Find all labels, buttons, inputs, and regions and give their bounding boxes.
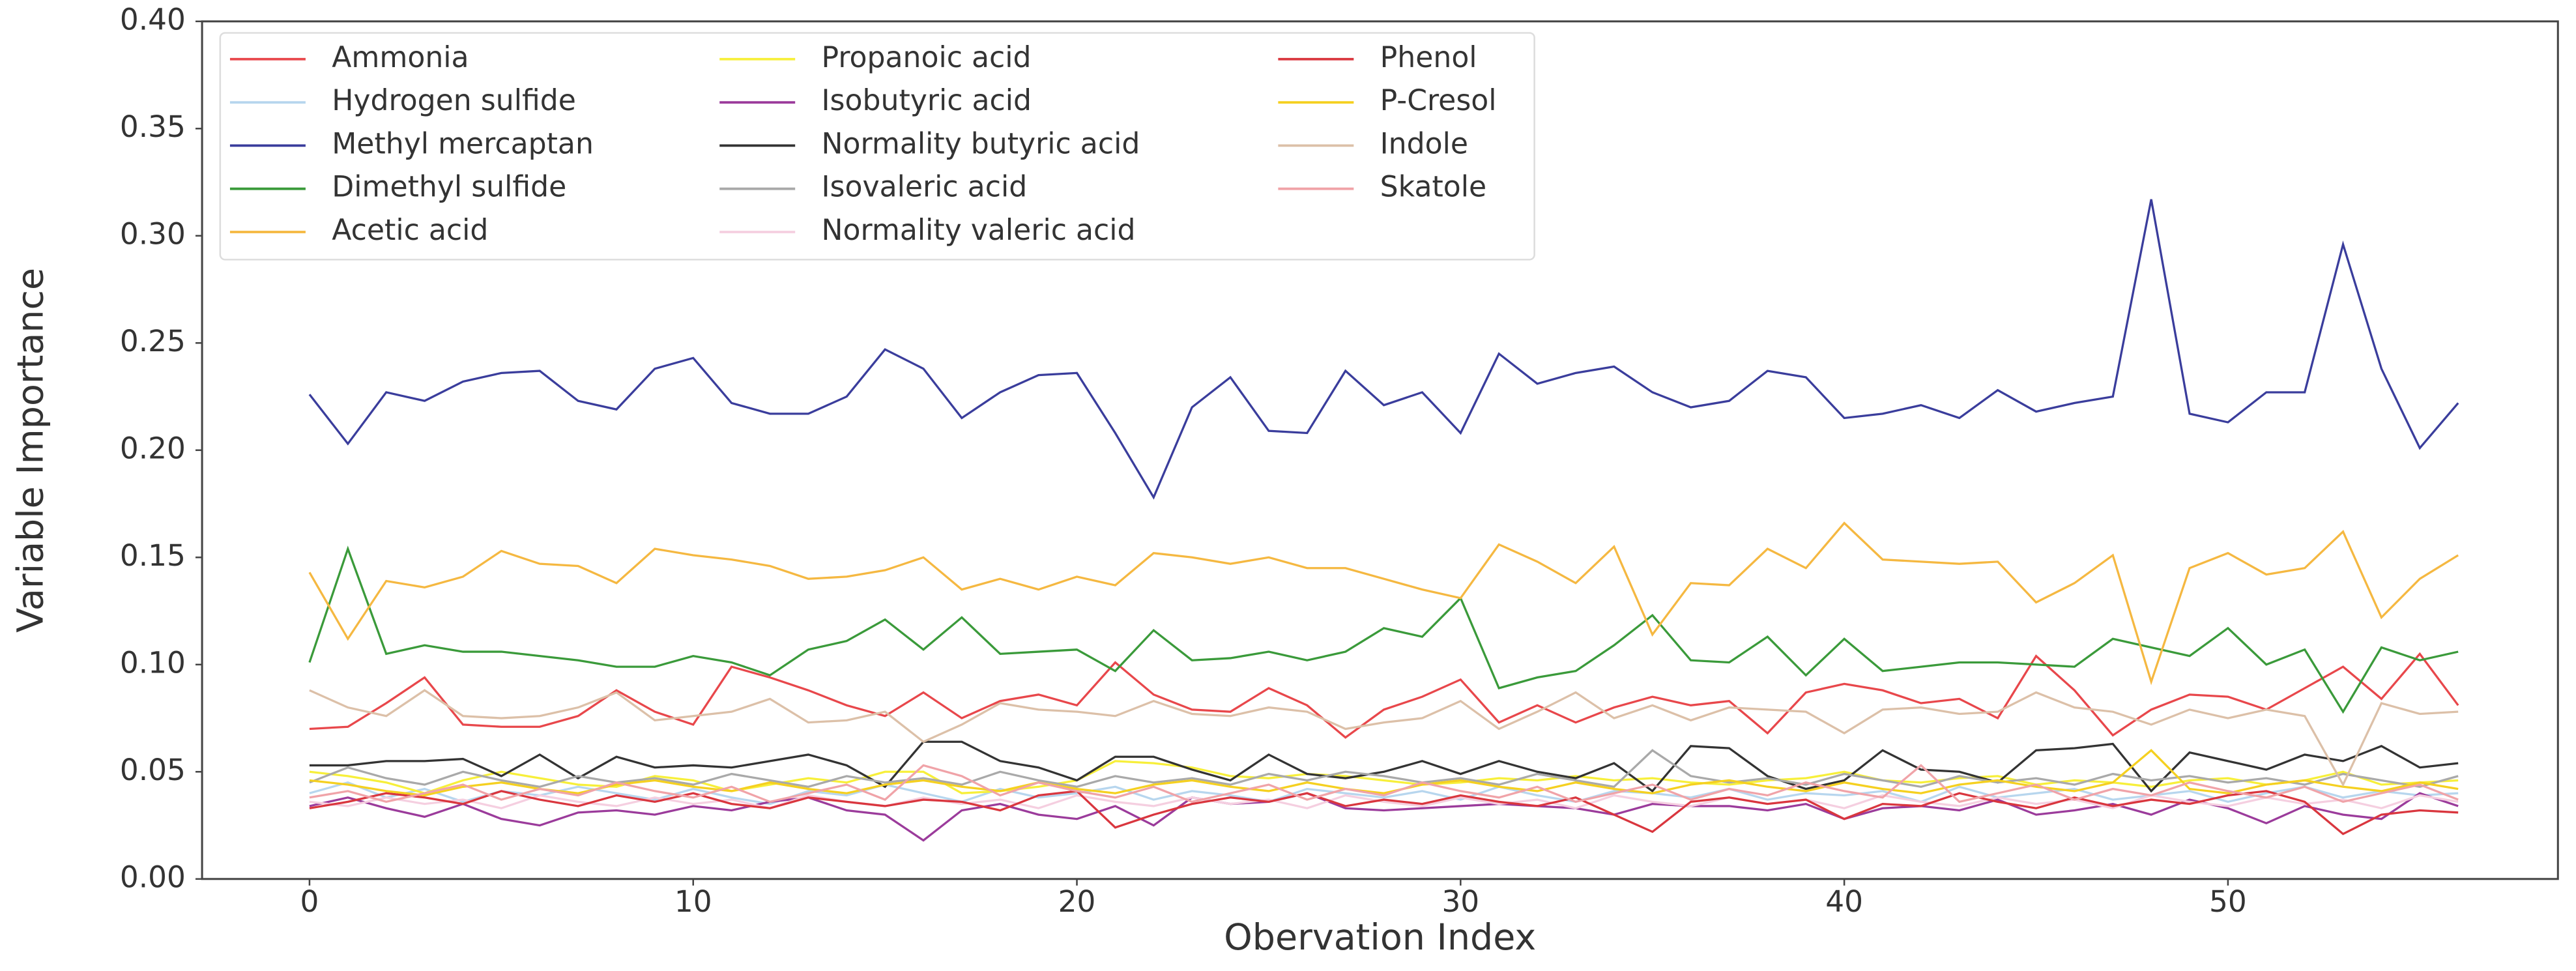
series-line bbox=[309, 764, 2459, 804]
y-tick-label: 0.10 bbox=[120, 645, 186, 680]
y-tick-label: 0.20 bbox=[120, 431, 186, 465]
y-tick-label: 0.00 bbox=[120, 860, 186, 894]
y-tick-label: 0.40 bbox=[120, 2, 186, 36]
legend-label: Normality butyric acid bbox=[822, 127, 1140, 160]
y-tick-label: 0.30 bbox=[120, 216, 186, 251]
y-axis-label: Variable Importance bbox=[10, 268, 52, 633]
x-tick-label: 30 bbox=[1441, 884, 1479, 919]
legend-label: Indole bbox=[1380, 127, 1468, 160]
legend-label: Skatole bbox=[1380, 171, 1486, 204]
legend-box bbox=[219, 32, 1535, 261]
y-tick-label: 0.05 bbox=[120, 753, 186, 787]
series-line bbox=[309, 749, 2459, 797]
y-tick-label: 0.35 bbox=[120, 109, 186, 144]
y-tick-label: 0.25 bbox=[120, 324, 186, 358]
legend-label: Normality valeric acid bbox=[822, 214, 1136, 247]
legend-label: Hydrogen sulfide bbox=[332, 84, 576, 117]
x-axis-label: Obervation Index bbox=[1224, 917, 1536, 959]
series-line bbox=[309, 740, 2459, 793]
series-line bbox=[309, 689, 2459, 787]
series-line bbox=[309, 790, 2459, 835]
y-tick-label: 0.15 bbox=[120, 538, 186, 573]
series-line bbox=[309, 652, 2459, 739]
legend-label: Isobutyric acid bbox=[822, 84, 1032, 117]
series-line bbox=[308, 199, 2459, 500]
legend-label: Dimethyl sulfide bbox=[332, 171, 566, 204]
legend-label: Isovaleric acid bbox=[822, 171, 1028, 204]
x-tick-label: 20 bbox=[1058, 884, 1096, 919]
legend-label: Phenol bbox=[1380, 41, 1477, 74]
series-line bbox=[309, 760, 2459, 794]
x-tick-label: 0 bbox=[300, 884, 319, 919]
legend-label: Acetic acid bbox=[332, 214, 488, 247]
x-tick-label: 50 bbox=[2209, 884, 2247, 919]
legend-label: Propanoic acid bbox=[822, 41, 1032, 74]
legend-label: Ammonia bbox=[332, 41, 469, 74]
series-lines bbox=[308, 199, 2459, 842]
x-tick-label: 40 bbox=[1825, 884, 1863, 919]
series-line bbox=[309, 781, 2459, 805]
legend-label: P-Cresol bbox=[1380, 84, 1497, 117]
legend-label: Methyl mercaptan bbox=[332, 127, 594, 160]
series-line bbox=[309, 749, 2459, 789]
series-line bbox=[308, 545, 2459, 714]
series-line bbox=[308, 521, 2459, 686]
x-tick-label: 10 bbox=[674, 884, 712, 919]
axes: 0.00 0.05 0.10 0.15 0.20 0.25 0.30 0.35 0.40 0 10 2… bbox=[120, 2, 2247, 919]
legend: Ammonia Hydrogen sulfide Methyl mercaptan D… bbox=[219, 32, 1535, 261]
